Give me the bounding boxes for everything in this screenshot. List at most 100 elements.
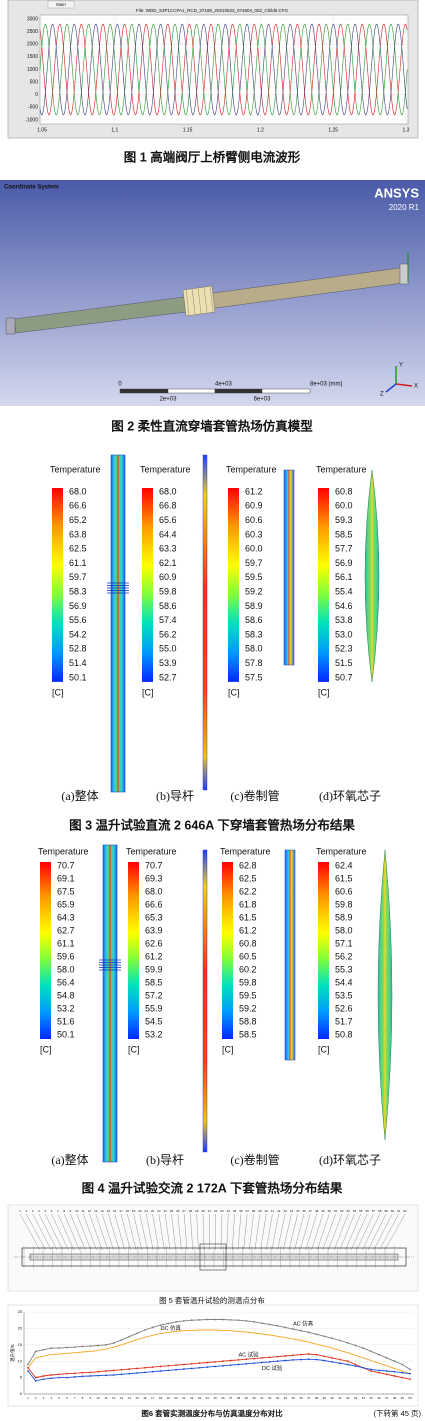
point-label: 47 [309,1209,313,1213]
x-tick-label: 37 [307,1396,311,1400]
leader-line [101,1213,114,1251]
x-tick-label: 1 [27,1396,29,1400]
leader-line [249,1213,254,1251]
legend-value: 58.5 [239,1029,257,1039]
panel-label: (c)卷制管 [230,1152,279,1167]
point [276,1360,279,1363]
point-label: 22 [151,1209,155,1213]
leader-line [177,1213,182,1251]
y-tick-label: 25 [18,1309,23,1314]
point-label: 42 [277,1209,281,1213]
leader-line [333,1213,349,1251]
point [276,1324,279,1327]
leader-line [243,1213,248,1251]
point [206,1361,209,1364]
legend-value: 55.6 [69,615,87,625]
legend-title: Temperature [316,464,367,474]
sim-tube [284,849,296,1061]
legend-value: 58.5 [335,529,353,539]
flange-rib [203,286,208,313]
x-tick-label: 4 [50,1396,52,1400]
x-tick-label: 50 [408,1396,412,1400]
legend-value: 56.2 [335,951,353,961]
legend-value: 51.7 [335,1016,353,1026]
point-label: 62 [403,1209,407,1213]
point [370,1370,372,1372]
leader-line [328,1213,343,1251]
y-tick-label: -500 [28,105,38,111]
point-label: 17 [119,1209,123,1213]
point [307,1358,310,1361]
legend-value: 57.2 [145,990,163,1000]
point [34,1379,37,1382]
leader-line [283,1213,292,1251]
point [198,1318,201,1321]
point-label: 34 [227,1209,231,1213]
leader-line [237,1213,242,1251]
legend-value: 56.2 [159,629,177,639]
legend-value: 60.8 [239,938,257,948]
point [378,1371,380,1374]
legend-value: 65.9 [57,899,75,909]
point [81,1375,84,1378]
point [300,1358,302,1361]
waveform [39,23,408,116]
legend-value: 63.8 [69,529,87,539]
y-tick-label: 20 [18,1325,23,1330]
point [144,1371,146,1374]
point-label: 38 [252,1209,256,1213]
point-label: 46 [302,1209,306,1213]
y-tick-label: -1000 [25,117,38,123]
point [307,1331,310,1334]
legend-value: 54.5 [145,1016,163,1026]
legend-unit: [C] [228,687,240,697]
tab [47,0,75,9]
legend-value: 59.7 [245,558,263,568]
leader-line [339,1213,355,1251]
point [253,1362,256,1365]
point [58,1376,60,1379]
point-label: 61 [397,1209,401,1213]
leader-line [316,1213,330,1251]
point [323,1359,326,1362]
point-label: 43 [283,1209,287,1213]
scale-label: 6e+03 [254,397,272,403]
leader-line [76,1213,92,1251]
legend-value: 68.0 [69,486,87,496]
leader-line [108,1213,120,1251]
brand: ANSYS [374,185,419,200]
flange-rib [197,287,202,314]
point-label: 56 [365,1209,369,1213]
point-label: 28 [189,1209,193,1213]
point [214,1318,217,1321]
point-label: 48 [315,1209,319,1213]
point-label: 51 [334,1209,338,1213]
leader-line [350,1213,368,1251]
leader-line [345,1213,361,1251]
leader-line [232,1213,235,1251]
legend-value: 58.9 [245,601,263,611]
point [331,1357,333,1359]
point-label: 20 [138,1209,142,1213]
panel-label: (b)导杆 [156,789,194,803]
point [362,1347,365,1349]
point-label: 58 [378,1209,382,1213]
point [97,1344,99,1347]
x-tick-label: 33 [276,1396,280,1400]
x-tick-label: 45 [369,1396,373,1400]
point [159,1365,162,1368]
legend-value: 64.3 [57,912,75,922]
legend-unit: [C] [128,1044,140,1054]
legend-value: 58.6 [245,615,263,625]
leader-line [45,1213,63,1251]
point [151,1366,154,1369]
point [315,1333,318,1336]
point-label: 31 [208,1209,212,1213]
sim-rod [202,849,208,1153]
leader-line [294,1213,305,1251]
x-tick-label: 43 [354,1396,358,1400]
legend-value: 60.0 [335,501,353,511]
point-label: 57 [372,1209,376,1213]
point [339,1339,341,1342]
